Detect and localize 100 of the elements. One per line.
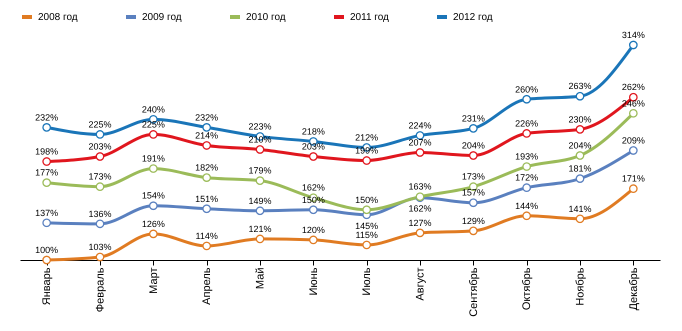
point (628, 40, 638, 50)
data-label: 179% (248, 166, 272, 176)
point (468, 198, 478, 208)
point (468, 226, 478, 236)
data-label: 204% (462, 140, 485, 151)
data-label: 240% (142, 104, 165, 114)
x-tick-label: Сентябрь (468, 267, 480, 317)
point (362, 156, 372, 165)
x-tick-label: Май (254, 268, 266, 290)
data-label: 144% (515, 200, 538, 211)
data-label: 172% (515, 172, 538, 183)
data-label: 218% (302, 126, 325, 136)
data-label: 260% (515, 84, 538, 94)
data-label: 198% (35, 146, 58, 157)
data-label: 223% (248, 121, 272, 132)
data-label: 126% (142, 218, 165, 229)
data-label: 214% (195, 130, 218, 140)
point (362, 205, 372, 214)
point (42, 256, 52, 264)
x-tick-label: Июнь (308, 267, 320, 296)
point (202, 123, 212, 132)
data-label: 262% (622, 82, 645, 92)
data-label: 209% (622, 135, 645, 146)
point (96, 219, 104, 228)
data-label: 207% (408, 138, 432, 148)
legend-label: 2009 год (142, 12, 182, 23)
point (202, 141, 212, 150)
data-label: 173% (88, 172, 112, 182)
point (96, 182, 104, 192)
point (42, 157, 52, 166)
legend-label: 2010 год (246, 12, 286, 23)
data-label: 114% (195, 230, 218, 241)
x-tick-label: Август (414, 268, 426, 301)
data-label: 204% (568, 140, 592, 151)
x-tick-label: Октябрь (521, 267, 534, 310)
point (256, 234, 264, 244)
x-tick-label: Январь (41, 267, 54, 306)
point (628, 184, 638, 194)
data-label: 115% (355, 230, 378, 240)
data-label: 177% (35, 168, 58, 178)
point (628, 108, 638, 118)
point (42, 218, 52, 228)
data-label: 212% (355, 132, 378, 142)
data-label: 181% (568, 164, 592, 174)
point (202, 242, 212, 250)
data-label: 150% (355, 194, 378, 205)
point (576, 151, 584, 160)
data-label: 230% (568, 114, 592, 124)
data-label: 203% (302, 142, 325, 152)
point (256, 176, 264, 185)
data-label: 225% (142, 119, 165, 130)
point (148, 230, 158, 238)
data-label: 226% (515, 118, 538, 128)
x-tick-label: Март (148, 268, 160, 294)
point (576, 174, 584, 183)
point (522, 183, 532, 192)
data-label: 263% (568, 81, 592, 92)
point (202, 204, 212, 214)
data-label: 182% (195, 162, 218, 173)
point (522, 94, 532, 104)
data-label: 145% (355, 220, 378, 231)
point (96, 130, 104, 139)
data-label: 157% (462, 188, 485, 198)
point (576, 214, 584, 224)
data-label: 232% (35, 112, 58, 122)
point (522, 162, 532, 171)
data-label: 171% (622, 174, 645, 184)
x-tick-label: Апрель (201, 267, 214, 305)
data-label: 137% (35, 208, 58, 218)
data-label: 225% (88, 119, 112, 130)
point (42, 178, 52, 187)
point (256, 206, 264, 216)
legend-label: 2008 год (38, 12, 78, 23)
data-label: 127% (408, 218, 432, 228)
point (468, 124, 478, 133)
x-tick-label: Июль (361, 267, 374, 296)
point (148, 130, 158, 139)
point (628, 146, 638, 155)
point (468, 151, 478, 160)
x-tick-label: Февраль (94, 267, 106, 312)
data-label: 173% (462, 172, 485, 182)
data-label: 121% (248, 224, 272, 234)
point (362, 240, 372, 250)
data-label: 149% (248, 196, 272, 206)
point (416, 228, 424, 238)
data-label: 199% (355, 146, 378, 156)
data-label: 231% (462, 113, 485, 124)
data-label: 191% (142, 154, 165, 164)
point (202, 173, 212, 182)
data-label: 193% (515, 152, 538, 162)
point (256, 145, 264, 154)
data-label: 136% (88, 208, 112, 219)
data-label: 154% (142, 190, 165, 201)
point (148, 201, 158, 210)
data-label: 314% (622, 30, 645, 40)
point (96, 252, 104, 262)
point (576, 92, 584, 101)
point (308, 205, 318, 214)
data-label: 162% (302, 182, 325, 193)
point (42, 123, 52, 132)
